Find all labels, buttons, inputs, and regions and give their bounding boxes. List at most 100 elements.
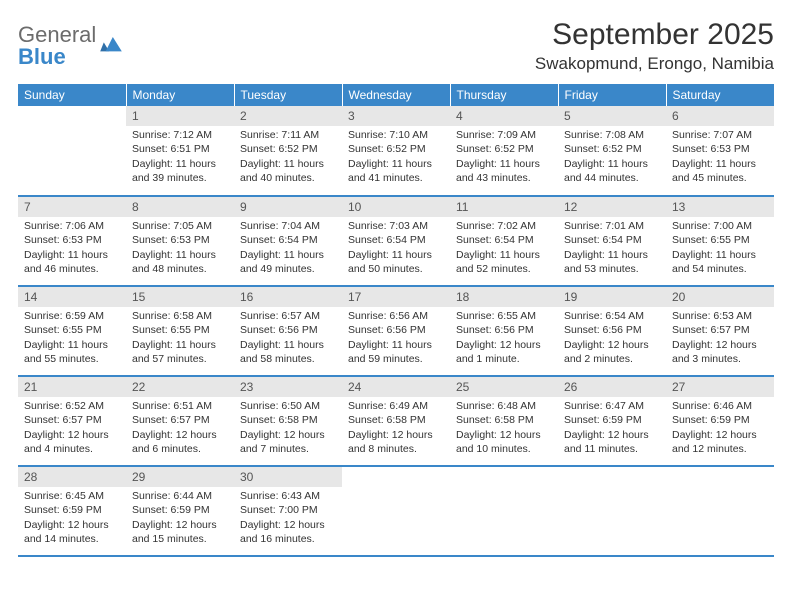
daylight-line: Daylight: 12 hours and 3 minutes. xyxy=(672,338,768,366)
sunset-line: Sunset: 6:57 PM xyxy=(672,323,768,337)
sunrise-line: Sunrise: 6:44 AM xyxy=(132,489,228,503)
calendar-cell: 21Sunrise: 6:52 AMSunset: 6:57 PMDayligh… xyxy=(18,376,126,466)
sunrise-line: Sunrise: 6:51 AM xyxy=(132,399,228,413)
day-body: Sunrise: 6:58 AMSunset: 6:55 PMDaylight:… xyxy=(126,307,234,370)
sunrise-line: Sunrise: 7:07 AM xyxy=(672,128,768,142)
daylight-line: Daylight: 12 hours and 14 minutes. xyxy=(24,518,120,546)
day-number: 14 xyxy=(18,287,126,307)
calendar-cell: 25Sunrise: 6:48 AMSunset: 6:58 PMDayligh… xyxy=(450,376,558,466)
sunrise-line: Sunrise: 6:43 AM xyxy=(240,489,336,503)
daylight-line: Daylight: 12 hours and 1 minute. xyxy=(456,338,552,366)
calendar-week: 28Sunrise: 6:45 AMSunset: 6:59 PMDayligh… xyxy=(18,466,774,556)
calendar-cell: 17Sunrise: 6:56 AMSunset: 6:56 PMDayligh… xyxy=(342,286,450,376)
sunrise-line: Sunrise: 7:01 AM xyxy=(564,219,660,233)
sunset-line: Sunset: 6:52 PM xyxy=(240,142,336,156)
calendar-cell: 13Sunrise: 7:00 AMSunset: 6:55 PMDayligh… xyxy=(666,196,774,286)
day-body: Sunrise: 7:09 AMSunset: 6:52 PMDaylight:… xyxy=(450,126,558,189)
day-body: Sunrise: 6:52 AMSunset: 6:57 PMDaylight:… xyxy=(18,397,126,460)
sunset-line: Sunset: 6:56 PM xyxy=(456,323,552,337)
daylight-line: Daylight: 11 hours and 58 minutes. xyxy=(240,338,336,366)
calendar-cell xyxy=(558,466,666,556)
daylight-line: Daylight: 12 hours and 4 minutes. xyxy=(24,428,120,456)
weekday-header: Monday xyxy=(126,84,234,106)
sunrise-line: Sunrise: 7:03 AM xyxy=(348,219,444,233)
sunrise-line: Sunrise: 6:48 AM xyxy=(456,399,552,413)
sunrise-line: Sunrise: 6:55 AM xyxy=(456,309,552,323)
day-body: Sunrise: 6:51 AMSunset: 6:57 PMDaylight:… xyxy=(126,397,234,460)
calendar-head: SundayMondayTuesdayWednesdayThursdayFrid… xyxy=(18,84,774,106)
header: General Blue September 2025 Swakopmund, … xyxy=(18,18,774,74)
day-body: Sunrise: 6:59 AMSunset: 6:55 PMDaylight:… xyxy=(18,307,126,370)
daylight-line: Daylight: 11 hours and 45 minutes. xyxy=(672,157,768,185)
calendar-week: 21Sunrise: 6:52 AMSunset: 6:57 PMDayligh… xyxy=(18,376,774,466)
day-number: 27 xyxy=(666,377,774,397)
day-body: Sunrise: 6:48 AMSunset: 6:58 PMDaylight:… xyxy=(450,397,558,460)
sunset-line: Sunset: 6:52 PM xyxy=(348,142,444,156)
calendar-cell: 3Sunrise: 7:10 AMSunset: 6:52 PMDaylight… xyxy=(342,106,450,196)
calendar-cell: 7Sunrise: 7:06 AMSunset: 6:53 PMDaylight… xyxy=(18,196,126,286)
sunrise-line: Sunrise: 6:45 AM xyxy=(24,489,120,503)
day-number: 29 xyxy=(126,467,234,487)
calendar-cell: 24Sunrise: 6:49 AMSunset: 6:58 PMDayligh… xyxy=(342,376,450,466)
weekday-header: Friday xyxy=(558,84,666,106)
calendar-cell: 30Sunrise: 6:43 AMSunset: 7:00 PMDayligh… xyxy=(234,466,342,556)
day-body: Sunrise: 7:05 AMSunset: 6:53 PMDaylight:… xyxy=(126,217,234,280)
day-body: Sunrise: 7:12 AMSunset: 6:51 PMDaylight:… xyxy=(126,126,234,189)
sunset-line: Sunset: 6:55 PM xyxy=(24,323,120,337)
weekday-row: SundayMondayTuesdayWednesdayThursdayFrid… xyxy=(18,84,774,106)
calendar-cell: 26Sunrise: 6:47 AMSunset: 6:59 PMDayligh… xyxy=(558,376,666,466)
sunrise-line: Sunrise: 6:56 AM xyxy=(348,309,444,323)
sunset-line: Sunset: 6:59 PM xyxy=(132,503,228,517)
day-body: Sunrise: 6:49 AMSunset: 6:58 PMDaylight:… xyxy=(342,397,450,460)
day-number: 30 xyxy=(234,467,342,487)
sunset-line: Sunset: 6:59 PM xyxy=(672,413,768,427)
calendar-cell xyxy=(342,466,450,556)
sunset-line: Sunset: 6:55 PM xyxy=(672,233,768,247)
calendar-table: SundayMondayTuesdayWednesdayThursdayFrid… xyxy=(18,84,774,557)
daylight-line: Daylight: 11 hours and 44 minutes. xyxy=(564,157,660,185)
calendar-page: General Blue September 2025 Swakopmund, … xyxy=(0,0,792,612)
day-number: 5 xyxy=(558,106,666,126)
day-number: 19 xyxy=(558,287,666,307)
sunset-line: Sunset: 6:58 PM xyxy=(456,413,552,427)
logo: General Blue xyxy=(18,24,122,68)
sunset-line: Sunset: 6:56 PM xyxy=(348,323,444,337)
day-number: 9 xyxy=(234,197,342,217)
calendar-cell: 28Sunrise: 6:45 AMSunset: 6:59 PMDayligh… xyxy=(18,466,126,556)
sunrise-line: Sunrise: 6:54 AM xyxy=(564,309,660,323)
day-number: 23 xyxy=(234,377,342,397)
calendar-body: 1Sunrise: 7:12 AMSunset: 6:51 PMDaylight… xyxy=(18,106,774,556)
day-number: 1 xyxy=(126,106,234,126)
sunrise-line: Sunrise: 7:02 AM xyxy=(456,219,552,233)
day-body: Sunrise: 6:45 AMSunset: 6:59 PMDaylight:… xyxy=(18,487,126,550)
day-body: Sunrise: 7:08 AMSunset: 6:52 PMDaylight:… xyxy=(558,126,666,189)
daylight-line: Daylight: 11 hours and 59 minutes. xyxy=(348,338,444,366)
day-body: Sunrise: 7:03 AMSunset: 6:54 PMDaylight:… xyxy=(342,217,450,280)
day-body: Sunrise: 6:46 AMSunset: 6:59 PMDaylight:… xyxy=(666,397,774,460)
daylight-line: Daylight: 11 hours and 54 minutes. xyxy=(672,248,768,276)
sunset-line: Sunset: 6:52 PM xyxy=(564,142,660,156)
logo-word-blue: Blue xyxy=(18,44,66,69)
day-number: 11 xyxy=(450,197,558,217)
calendar-cell: 22Sunrise: 6:51 AMSunset: 6:57 PMDayligh… xyxy=(126,376,234,466)
calendar-cell: 8Sunrise: 7:05 AMSunset: 6:53 PMDaylight… xyxy=(126,196,234,286)
sunset-line: Sunset: 6:54 PM xyxy=(348,233,444,247)
day-body: Sunrise: 6:44 AMSunset: 6:59 PMDaylight:… xyxy=(126,487,234,550)
sunset-line: Sunset: 6:53 PM xyxy=(672,142,768,156)
calendar-week: 14Sunrise: 6:59 AMSunset: 6:55 PMDayligh… xyxy=(18,286,774,376)
calendar-week: 7Sunrise: 7:06 AMSunset: 6:53 PMDaylight… xyxy=(18,196,774,286)
calendar-cell: 4Sunrise: 7:09 AMSunset: 6:52 PMDaylight… xyxy=(450,106,558,196)
sunrise-line: Sunrise: 7:06 AM xyxy=(24,219,120,233)
weekday-header: Wednesday xyxy=(342,84,450,106)
day-number: 6 xyxy=(666,106,774,126)
sunrise-line: Sunrise: 6:46 AM xyxy=(672,399,768,413)
sunset-line: Sunset: 6:59 PM xyxy=(24,503,120,517)
daylight-line: Daylight: 11 hours and 52 minutes. xyxy=(456,248,552,276)
weekday-header: Thursday xyxy=(450,84,558,106)
title-block: September 2025 Swakopmund, Erongo, Namib… xyxy=(535,18,774,74)
day-body: Sunrise: 6:43 AMSunset: 7:00 PMDaylight:… xyxy=(234,487,342,550)
calendar-cell xyxy=(450,466,558,556)
sunrise-line: Sunrise: 7:05 AM xyxy=(132,219,228,233)
daylight-line: Daylight: 12 hours and 10 minutes. xyxy=(456,428,552,456)
daylight-line: Daylight: 11 hours and 49 minutes. xyxy=(240,248,336,276)
